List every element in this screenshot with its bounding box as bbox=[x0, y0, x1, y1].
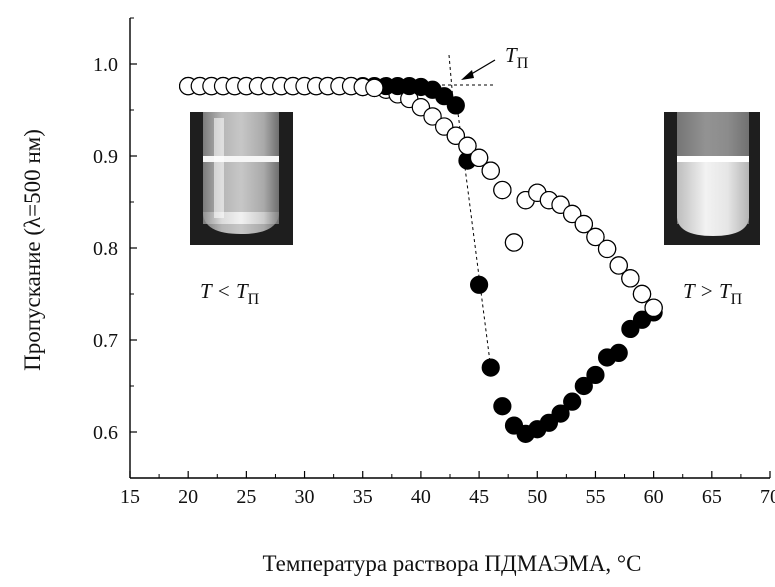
filled-circle-point bbox=[469, 275, 489, 294]
open-circle-point bbox=[574, 214, 594, 234]
filled-circle-point bbox=[551, 404, 570, 423]
inset-photo-turbid bbox=[664, 112, 760, 245]
x-axis-title: Температура раствора ПДМАЭМА, °C bbox=[263, 551, 642, 576]
open-circle-point bbox=[644, 298, 663, 317]
cooling-series-filled-circles bbox=[178, 76, 663, 443]
filled-circle-point bbox=[574, 376, 593, 396]
transition-slope-guide bbox=[455, 96, 492, 368]
open-circle-point bbox=[504, 233, 524, 252]
y-axis-title: Пропускание (λ=500 нм) bbox=[20, 129, 45, 371]
filled-circle-point bbox=[586, 365, 605, 385]
open-circle-point bbox=[458, 136, 477, 156]
x-tick-label: 60 bbox=[644, 486, 664, 508]
x-tick-label: 15 bbox=[120, 486, 140, 508]
open-circle-point bbox=[481, 161, 500, 180]
x-tick-label: 25 bbox=[236, 486, 256, 508]
open-circle-point bbox=[423, 107, 442, 126]
filled-circle-point bbox=[446, 96, 465, 115]
filled-circle-point bbox=[609, 343, 628, 362]
filled-circle-point bbox=[493, 397, 512, 416]
x-tick-label: 50 bbox=[527, 486, 547, 508]
label-below-transition: T < TП bbox=[200, 279, 260, 308]
open-circle-point bbox=[562, 204, 582, 224]
x-axis-ticks: 15 20 25 30 35 40 45 50 55 60 65 70 bbox=[120, 471, 775, 508]
y-axis-ticks: 0.6 0.7 0.8 0.9 1.0 bbox=[93, 17, 137, 479]
open-circle-point bbox=[621, 269, 640, 288]
open-circle-point bbox=[493, 180, 512, 200]
y-tick-label: 0.7 bbox=[93, 330, 118, 352]
x-tick-label: 45 bbox=[469, 486, 489, 508]
y-tick-label: 0.9 bbox=[93, 146, 118, 168]
open-circle-point bbox=[609, 256, 628, 275]
open-circle-point bbox=[446, 126, 466, 145]
open-circle-point bbox=[469, 148, 489, 168]
filled-circle-point bbox=[563, 392, 582, 411]
x-tick-label: 35 bbox=[353, 486, 373, 508]
label-above-transition: T > TП bbox=[683, 279, 743, 308]
x-tick-label: 55 bbox=[585, 486, 605, 508]
x-tick-label: 70 bbox=[760, 486, 775, 508]
open-circle-point bbox=[586, 227, 605, 247]
transition-label: TП bbox=[505, 43, 529, 72]
x-tick-label: 30 bbox=[295, 486, 315, 508]
y-tick-label: 0.8 bbox=[93, 238, 118, 260]
x-tick-label: 20 bbox=[178, 486, 198, 508]
x-tick-label: 65 bbox=[702, 486, 722, 508]
open-circle-point bbox=[365, 78, 384, 98]
x-tick-label: 40 bbox=[411, 486, 431, 508]
open-circle-point bbox=[597, 239, 617, 259]
filled-circle-point bbox=[481, 358, 500, 377]
y-tick-label: 0.6 bbox=[93, 422, 118, 444]
open-circle-point bbox=[632, 284, 652, 304]
y-tick-label: 1.0 bbox=[93, 54, 118, 76]
inset-photo-clear bbox=[190, 112, 293, 245]
transition-arrow bbox=[461, 59, 496, 80]
